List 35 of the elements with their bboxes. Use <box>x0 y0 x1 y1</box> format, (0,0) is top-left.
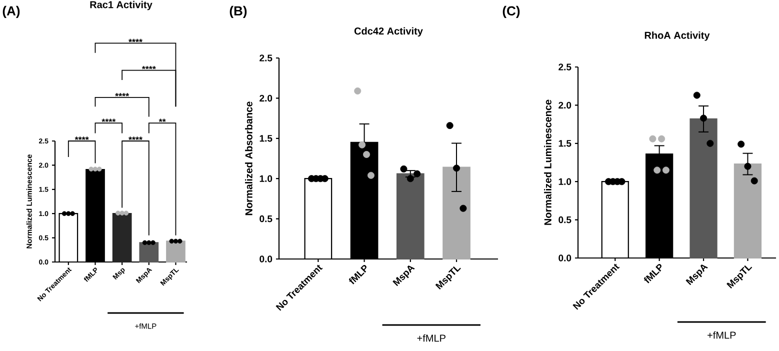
y-tick-label: 2.5 <box>260 54 272 62</box>
bar <box>396 173 424 260</box>
text: (A) <box>2 6 20 18</box>
chart-title: Rac1 Activity <box>90 0 152 10</box>
text: (C) <box>502 6 520 18</box>
text: +fMLP <box>417 334 446 342</box>
y-axis-title: Normalized Luminescence <box>544 100 552 225</box>
chart-title: Cdc42 Activity <box>354 27 423 37</box>
y-tick-label: 0.0 <box>558 254 572 262</box>
y-tick-label: 1.0 <box>260 175 272 182</box>
y-tick-label: 0.5 <box>260 215 272 222</box>
y-tick-label: 1.5 <box>558 140 572 147</box>
y-tick-label: 1.0 <box>558 178 572 185</box>
bar <box>442 166 470 260</box>
text: ** <box>158 118 166 122</box>
bar <box>734 163 762 259</box>
text: +fMLP <box>708 331 736 339</box>
text: **** <box>128 38 142 42</box>
text: **** <box>74 136 89 140</box>
bar <box>166 240 186 263</box>
y-tick-label: 1.5 <box>260 135 272 142</box>
y-tick-label: 2.0 <box>260 94 272 102</box>
y-tick-label: 0.0 <box>260 256 272 262</box>
bar <box>690 118 718 259</box>
y-tick-label: 0.5 <box>558 216 572 224</box>
chart-title: RhoA Activity <box>644 32 710 41</box>
text: **** <box>128 136 142 140</box>
text: (B) <box>230 6 247 18</box>
y-tick-label: 2.0 <box>558 102 572 109</box>
y-tick-label: 2.5 <box>558 64 572 70</box>
text: **** <box>142 66 156 70</box>
y-axis-title: Normalized Absorbance <box>245 102 252 216</box>
bar <box>139 242 159 263</box>
text: **** <box>115 93 130 96</box>
text: **** <box>102 118 116 122</box>
